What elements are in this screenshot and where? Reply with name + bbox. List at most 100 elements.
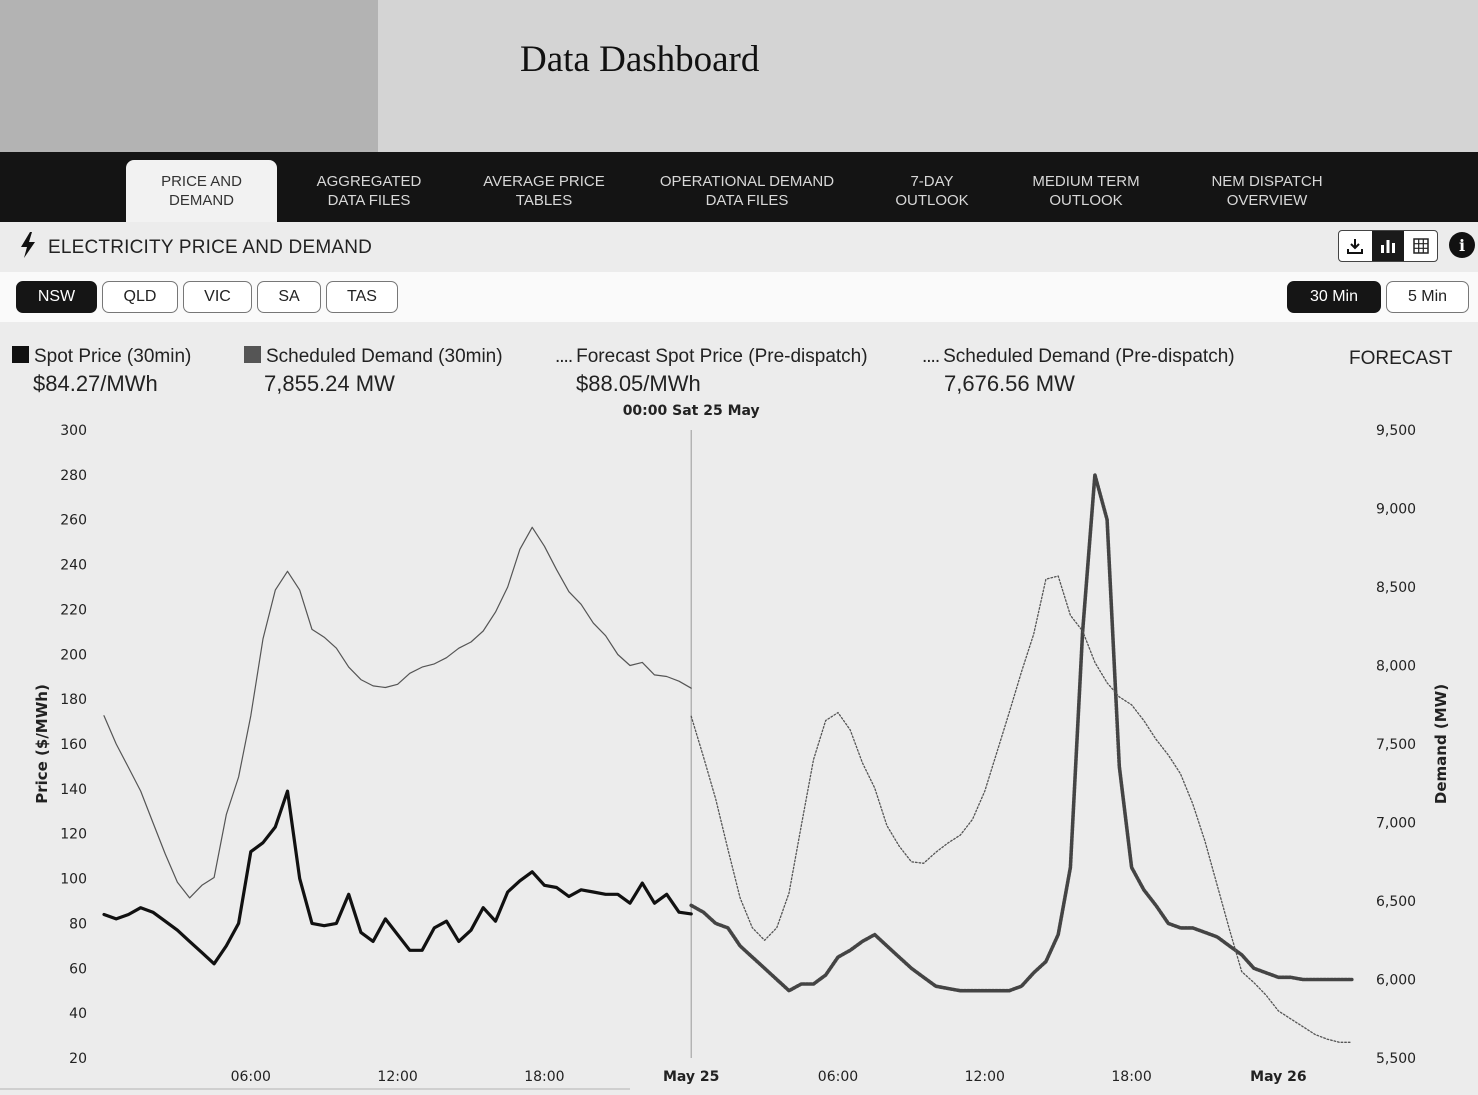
region-button-qld[interactable]: QLD [102, 281, 178, 313]
tab-aggregated-data-files[interactable]: AGGREGATED DATA FILES [293, 160, 445, 222]
y-right-tick-label: 7,000 [1376, 816, 1416, 832]
tab-label-line2: OUTLOOK [1049, 192, 1123, 209]
legend-label: Scheduled Demand (Pre-dispatch) [943, 346, 1235, 367]
tab-label-line2: DEMAND [168, 192, 234, 209]
y-right-tick-label: 8,500 [1376, 580, 1416, 596]
y-left-tick-label: 160 [60, 737, 87, 753]
region-button-nsw[interactable]: NSW [16, 281, 97, 313]
x-tick-label: May 25 [663, 1069, 719, 1085]
chart-view-icon[interactable] [1371, 231, 1405, 261]
page-title: Data Dashboard [520, 39, 760, 80]
chart-panel [0, 322, 1478, 1095]
tab-price-and-demand[interactable]: PRICE AND DEMAND [126, 160, 277, 222]
legend-swatch [12, 346, 29, 363]
y-right-tick-label: 9,000 [1376, 502, 1416, 518]
legend-value-forecast-spot-price: $88.05/MWh [576, 371, 701, 396]
download-icon[interactable] [1339, 231, 1372, 261]
tab-label-line2: OUTLOOK [895, 192, 969, 209]
legend-label: Forecast Spot Price (Pre-dispatch) [576, 346, 868, 367]
legend-swatch [244, 346, 261, 363]
y-right-tick-label: 8,000 [1376, 659, 1416, 675]
forecast-label: FORECAST [1349, 348, 1453, 369]
tab-label-line1: OPERATIONAL DEMAND [659, 173, 835, 190]
y-left-tick-label: 40 [69, 1006, 87, 1022]
current-time-marker-label: 00:00 Sat 25 May [623, 403, 760, 419]
header-right-panel [378, 0, 1478, 152]
interval-button-30min[interactable]: 30 Min [1287, 281, 1381, 313]
tab-label-line1: AVERAGE PRICE [483, 173, 605, 190]
tab-label-line2: DATA FILES [705, 192, 789, 209]
legend-dotted-marker: .... [922, 346, 940, 367]
series-forecast-spot-price-line [689, 473, 1354, 993]
main-nav: PRICE AND DEMAND AGGREGATED DATA FILES A… [0, 152, 1478, 222]
region-button-tas[interactable]: TAS [326, 281, 398, 313]
section-title: ELECTRICITY PRICE AND DEMAND [48, 237, 373, 258]
tab-average-price-tables[interactable]: AVERAGE PRICE TABLES [466, 160, 622, 222]
lightning-icon [21, 232, 35, 258]
y-left-tick-label: 140 [60, 782, 87, 798]
legend-value-scheduled-demand: 7,855.24 MW [264, 371, 395, 396]
tab-medium-term-outlook[interactable]: MEDIUM TERM OUTLOOK [1012, 160, 1160, 222]
x-tick-label: May 26 [1250, 1069, 1306, 1085]
y-right-axis-title: Demand (MW) [1432, 684, 1450, 804]
y-left-tick-label: 60 [69, 961, 87, 977]
y-right-tick-label: 7,500 [1376, 737, 1416, 753]
y-left-tick-label: 280 [60, 468, 87, 484]
y-left-tick-label: 240 [60, 558, 87, 574]
y-right-tick-label: 6,000 [1376, 973, 1416, 989]
legend-value-scheduled-demand-predispatch: 7,676.56 MW [944, 371, 1075, 396]
legend-scheduled-demand[interactable]: Scheduled Demand (30min) [244, 346, 503, 368]
tab-label-line1: NEM DISPATCH [1211, 173, 1323, 190]
y-left-axis-title: Price ($/MWh) [33, 684, 51, 804]
y-right-tick-label: 5,500 [1376, 1051, 1416, 1067]
view-toggle-group [1338, 230, 1438, 262]
tab-label-line1: MEDIUM TERM [1032, 173, 1140, 190]
y-left-tick-label: 20 [69, 1051, 87, 1067]
legend-scheduled-demand-predispatch[interactable]: .... Scheduled Demand (Pre-dispatch) [922, 346, 1235, 368]
legend-spot-price[interactable]: Spot Price (30min) [12, 346, 191, 368]
series-spot-price-line [102, 789, 693, 966]
interval-button-5min[interactable]: 5 Min [1386, 281, 1469, 313]
y-left-tick-label: 180 [60, 692, 87, 708]
tab-label-line1: AGGREGATED [316, 173, 422, 190]
x-tick-label: 18:00 [524, 1069, 564, 1085]
legend-label: Spot Price (30min) [34, 346, 192, 367]
price-demand-chart: 300 280 260 240 220 200 180 160 140 120 100 80 60 40 2… [33, 403, 1450, 1085]
x-tick-label: 12:00 [377, 1069, 417, 1085]
tab-label-line1: PRICE AND [161, 173, 242, 190]
divider [0, 1088, 630, 1090]
legend-forecast-spot-price[interactable]: .... Forecast Spot Price (Pre-dispatch) [555, 346, 868, 368]
x-tick-label: 06:00 [818, 1069, 858, 1085]
table-view-icon[interactable] [1404, 231, 1437, 261]
y-left-tick-label: 80 [69, 916, 87, 932]
legend-value-spot-price: $84.27/MWh [33, 371, 158, 396]
x-tick-label: 18:00 [1111, 1069, 1151, 1085]
tab-label-line2: DATA FILES [327, 192, 411, 209]
legend-label: Scheduled Demand (30min) [266, 346, 503, 367]
y-left-tick-label: 220 [60, 602, 87, 618]
tab-label-line2: TABLES [515, 192, 573, 209]
region-button-sa[interactable]: SA [257, 281, 321, 313]
series-forecast-demand-line [690, 575, 1353, 1043]
series-scheduled-demand-line [103, 526, 692, 899]
y-left-tick-label: 260 [60, 513, 87, 529]
y-left-tick-label: 300 [60, 423, 87, 439]
y-right-tick-label: 6,500 [1376, 894, 1416, 910]
tab-label-line1: 7-DAY [910, 173, 954, 190]
tab-operational-demand-data-files[interactable]: OPERATIONAL DEMAND DATA FILES [643, 160, 851, 222]
y-left-tick-label: 200 [60, 647, 87, 663]
tab-label-line2: OVERVIEW [1226, 192, 1308, 209]
tab-nem-dispatch-overview[interactable]: NEM DISPATCH OVERVIEW [1190, 160, 1344, 222]
legend-dotted-marker: .... [555, 346, 573, 367]
x-tick-label: 06:00 [231, 1069, 271, 1085]
y-left-tick-label: 100 [60, 872, 87, 888]
region-button-vic[interactable]: VIC [183, 281, 252, 313]
section-header: ELECTRICITY PRICE AND DEMAND i [0, 222, 1478, 272]
x-tick-label: 12:00 [965, 1069, 1005, 1085]
header-left-panel [0, 0, 378, 152]
info-icon[interactable]: i [1449, 232, 1475, 258]
tab-7-day-outlook[interactable]: 7-DAY OUTLOOK [872, 160, 992, 222]
y-right-tick-label: 9,500 [1376, 423, 1416, 439]
filter-bar: NSW QLD VIC SA TAS 30 Min 5 Min [0, 272, 1478, 322]
y-left-tick-label: 120 [60, 827, 87, 843]
